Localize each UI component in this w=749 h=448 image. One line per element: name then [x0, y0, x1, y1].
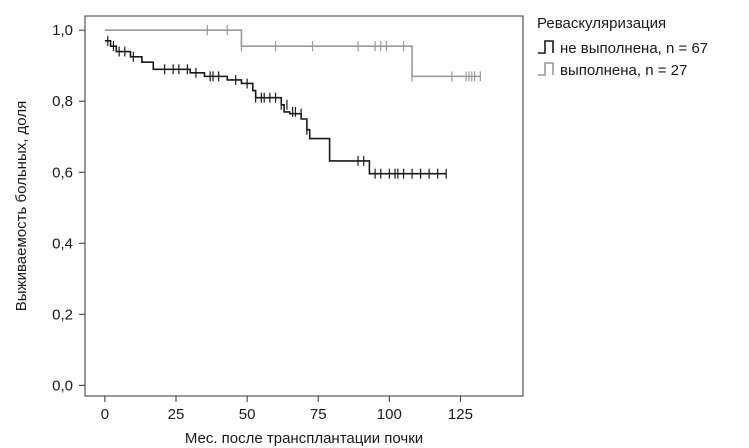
series-not-performed: [104, 35, 447, 179]
legend-item: выполнена, n = 27: [538, 62, 687, 79]
series-performed: [104, 25, 481, 82]
y-axis-title: Выживаемость больных, доля: [13, 101, 30, 311]
series-layer: [104, 25, 481, 179]
x-axis-title: Мес. после трансплантации почки: [185, 430, 423, 447]
legend-symbol: [538, 62, 554, 76]
legend-title: Реваскуляризация: [537, 15, 666, 32]
plot-frame: [84, 15, 524, 397]
x-tick-label: 125: [448, 406, 473, 423]
x-tick-label: 50: [239, 406, 256, 423]
y-tick-label: 0,6: [52, 164, 73, 181]
y-tick-label: 0,8: [52, 93, 73, 110]
x-axis: 0 25 50 75 100 125: [101, 396, 473, 423]
x-tick-label: 75: [310, 406, 327, 423]
legend-symbol: [538, 40, 554, 54]
legend-label: не выполнена, n = 67: [560, 40, 708, 57]
x-tick-label: 25: [168, 406, 185, 423]
legend-label: выполнена, n = 27: [560, 62, 687, 79]
x-tick-label: 100: [377, 406, 402, 423]
survival-step-line: [104, 29, 481, 78]
y-tick-label: 0,0: [52, 377, 73, 394]
y-tick-label: 1,0: [52, 22, 73, 39]
y-axis: 0,0 0,2 0,4 0,6 0,8 1,0: [52, 22, 85, 394]
survival-step-line: [104, 40, 447, 175]
legend-item: не выполнена, n = 67: [538, 40, 708, 57]
y-tick-label: 0,2: [52, 306, 73, 323]
legend: Реваскуляризация не выполнена, n = 67 вып…: [537, 15, 708, 79]
x-tick-label: 0: [101, 406, 109, 423]
y-tick-label: 0,4: [52, 235, 73, 252]
